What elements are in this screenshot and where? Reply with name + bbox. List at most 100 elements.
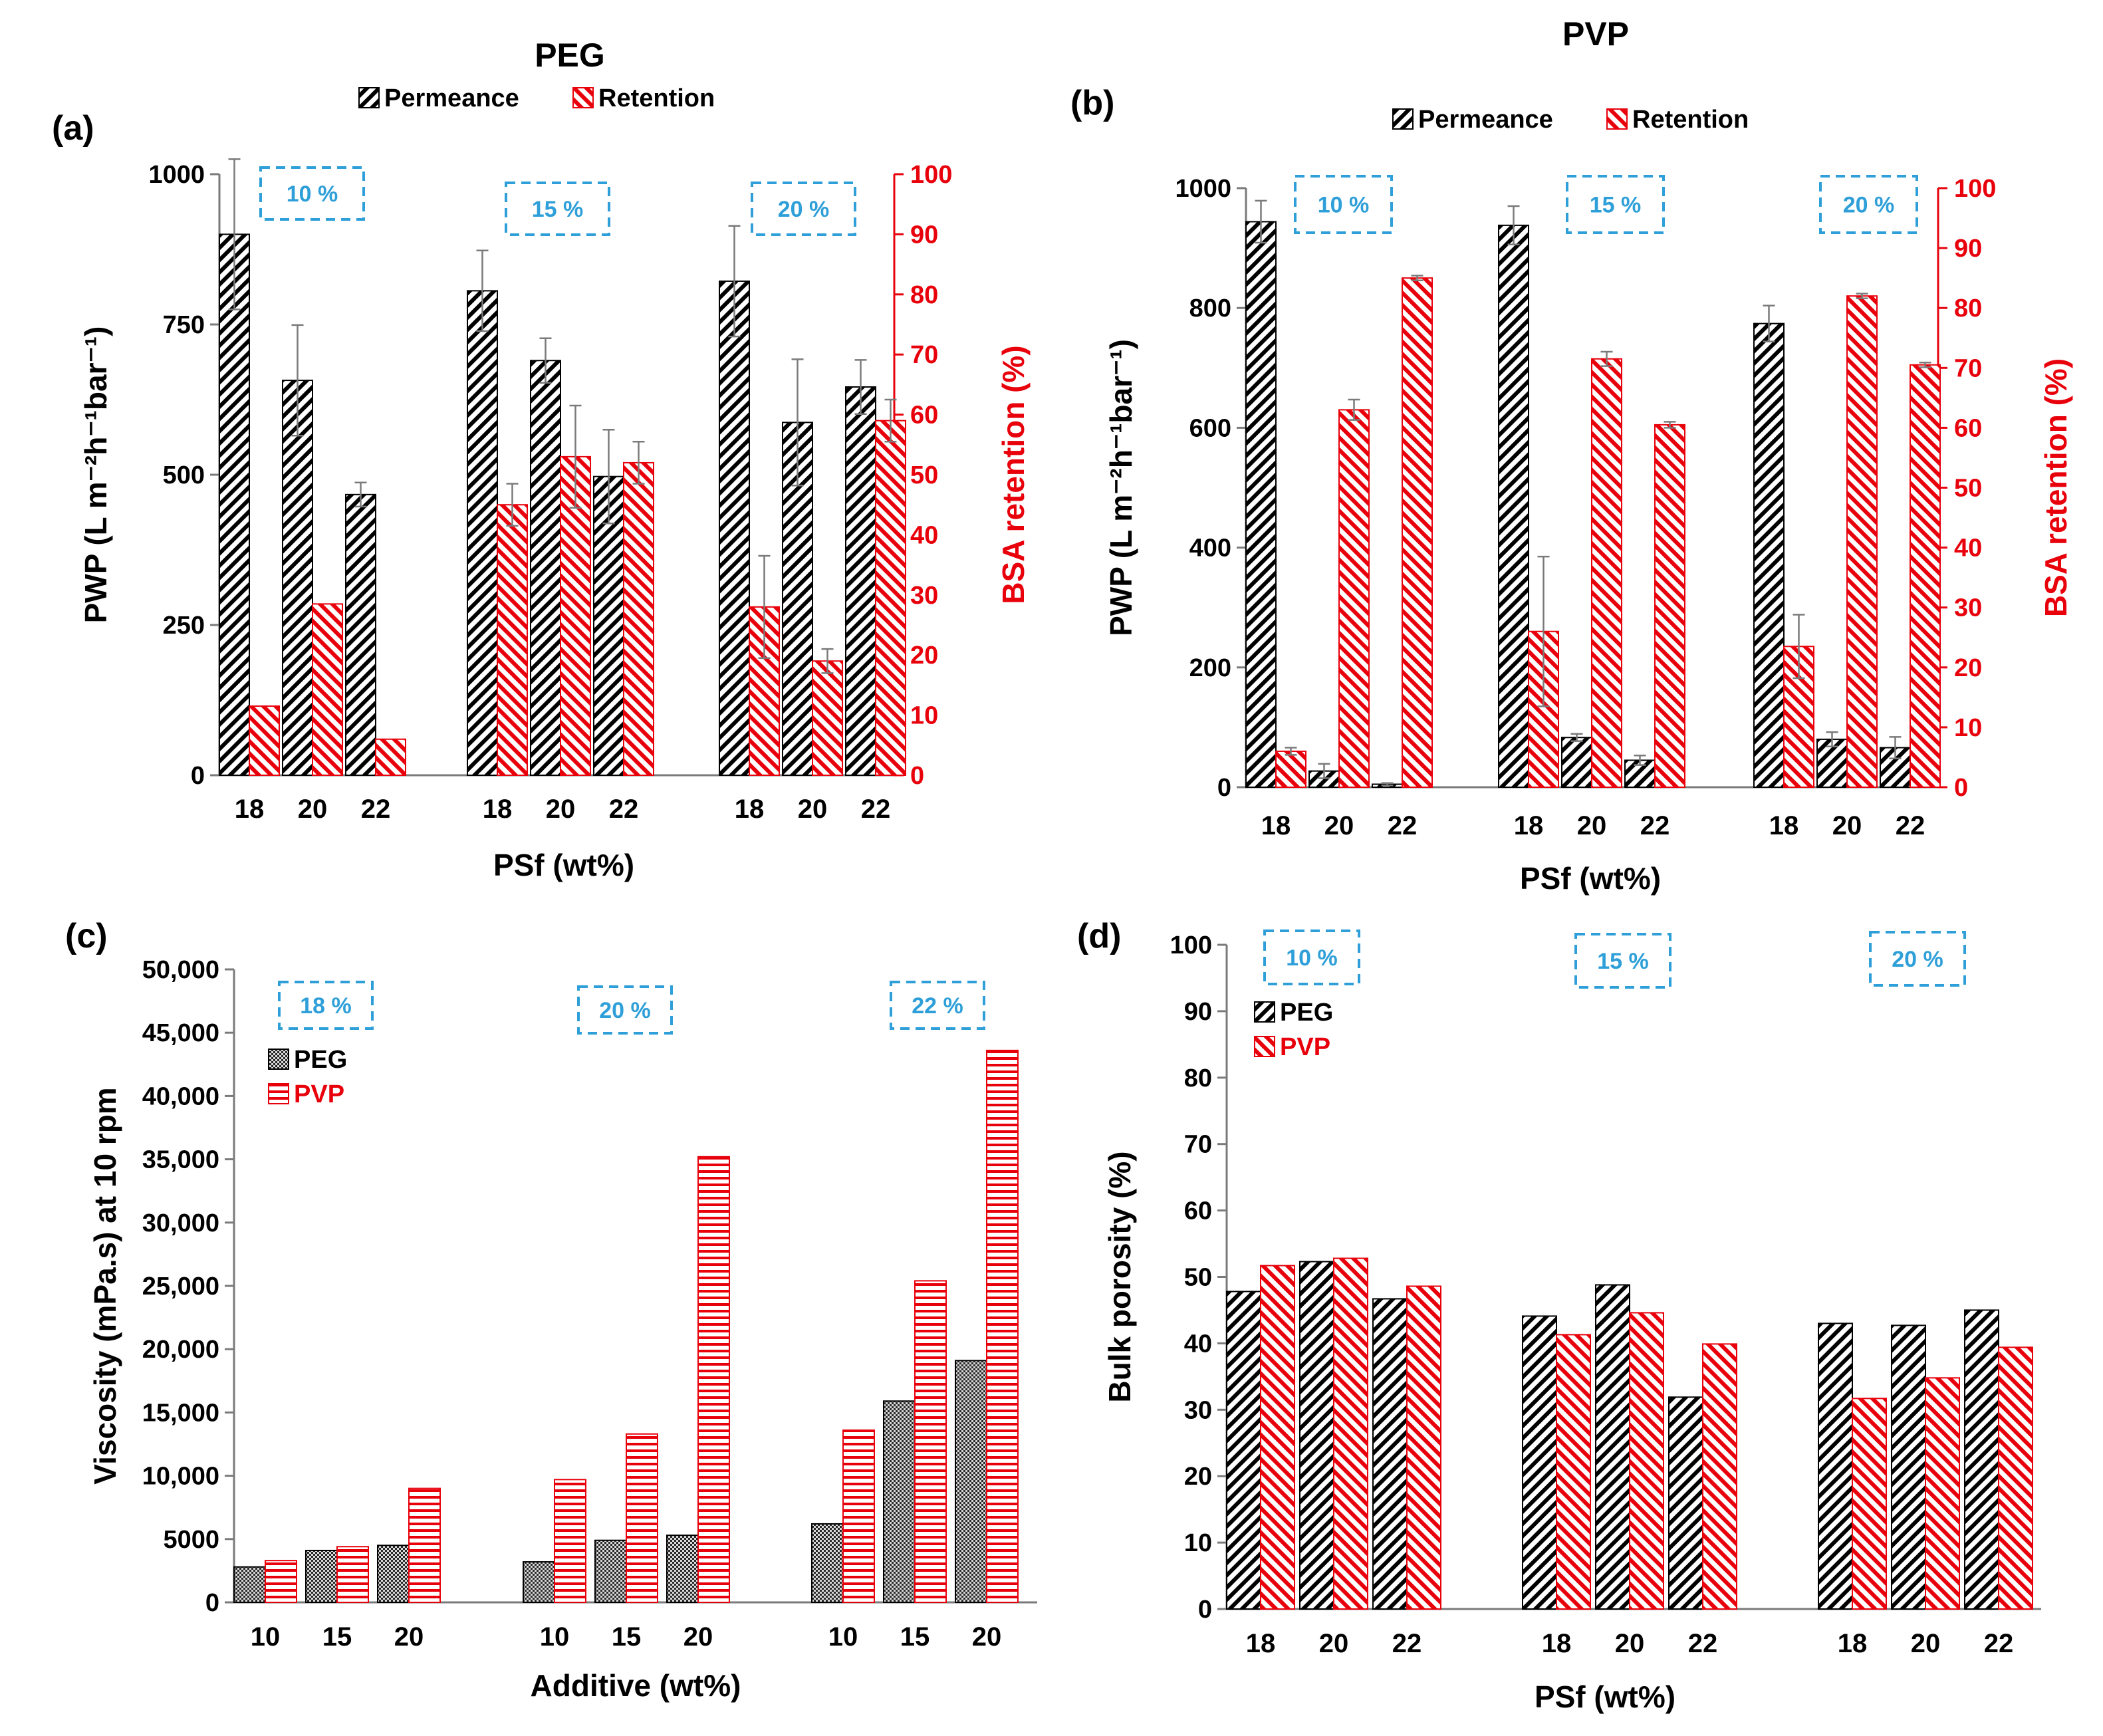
y-tick-label: 0 (205, 1589, 219, 1617)
legend-label-permeance: Permeance (384, 84, 519, 112)
bar-pvp (1333, 1257, 1368, 1610)
y2-tick-label: 100 (910, 161, 952, 189)
bar-retention (1846, 295, 1878, 788)
x-tick-label: 22 (609, 795, 639, 824)
group-label-box (577, 985, 673, 1035)
bar-permeance (1498, 224, 1529, 788)
chart-panel-4: (d) 0 10 20 30 40 50 60 70 80 90 100 Bulk porosity (… (1077, 917, 2041, 1714)
y-axis-title: PWP (L m⁻²h⁻¹bar⁻¹) (1104, 339, 1138, 636)
bar-permeance (1753, 322, 1785, 789)
bar-pvp (1260, 1265, 1295, 1610)
bar-peg (883, 1400, 916, 1603)
bar-permeance (719, 280, 750, 776)
bar-retention (623, 461, 654, 776)
y-tick-label: 35,000 (142, 1146, 219, 1174)
x-tick-label: 10 (540, 1622, 570, 1652)
bar-pvp (986, 1049, 1019, 1603)
bar-pvp (1852, 1398, 1887, 1610)
y2-tick-label: 20 (910, 642, 938, 670)
y-tick-label: 400 (1189, 535, 1231, 562)
bar-peg (955, 1360, 987, 1604)
bar-retention (1910, 364, 1941, 788)
x-tick-label: 22 (1984, 1629, 2014, 1658)
bar-retention (875, 420, 906, 776)
group-label: 20 % (1892, 947, 1943, 972)
y-tick-label: 20 (1184, 1463, 1212, 1491)
panel-label: (a) (52, 109, 94, 148)
bar-peg (1891, 1324, 1926, 1610)
y-tick-label: 100 (1170, 931, 1212, 959)
legend-swatch-peg (1254, 1001, 1275, 1023)
y-tick-label: 1000 (1175, 175, 1231, 203)
x-tick-label: 22 (1896, 811, 1925, 840)
bar-permeance (345, 493, 376, 776)
legend-label-retention: Retention (1632, 106, 1749, 134)
group-label-box (1819, 175, 1918, 234)
bar-peg (305, 1549, 338, 1604)
y-tick-label: 1000 (148, 161, 205, 189)
y2-tick-label: 80 (910, 281, 938, 309)
x-tick-label: 20 (1577, 811, 1607, 840)
group-label: 10 % (1318, 193, 1370, 218)
x-tick-label: 15 (612, 1622, 642, 1652)
x-tick-label: 10 (828, 1622, 858, 1652)
chart-panel-3: (c) 0 5000 10,000 15,000 20,000 25,000 30,000 35… (65, 917, 1037, 1703)
x-tick-label: 20 (798, 795, 828, 824)
x-axis-title: PSf (wt%) (493, 848, 634, 882)
x-tick-label: 20 (1911, 1629, 1941, 1658)
group-label: 10 % (287, 182, 338, 207)
bar-peg (523, 1561, 555, 1604)
group-label: 10 % (1286, 945, 1338, 971)
y-tick-label: 500 (163, 461, 205, 489)
y-tick-label: 40,000 (142, 1082, 219, 1110)
y2-tick-label: 60 (910, 402, 938, 430)
bar-permeance (467, 290, 498, 777)
x-tick-label: 18 (1514, 811, 1544, 840)
bar-peg (377, 1545, 410, 1604)
chart-title: PVP (1562, 15, 1629, 53)
x-tick-label: 20 (394, 1622, 424, 1652)
x-tick-label: 18 (1769, 811, 1799, 840)
y2-tick-label: 0 (1954, 774, 1968, 802)
bar-peg (1668, 1396, 1703, 1610)
y-tick-label: 80 (1184, 1064, 1212, 1092)
bar-pvp (554, 1479, 586, 1604)
group-label: 20 % (1843, 193, 1895, 218)
x-tick-label: 18 (1838, 1629, 1868, 1658)
bar-peg (1522, 1315, 1557, 1610)
y2-tick-label: 10 (910, 702, 938, 730)
chart-title: PEG (535, 37, 605, 74)
y-axis-title: Bulk porosity (%) (1102, 1151, 1137, 1402)
x-tick-label: 20 (1319, 1629, 1349, 1658)
x-tick-label: 18 (1542, 1629, 1572, 1658)
group-label-box (259, 166, 365, 221)
y-axis-title: Viscosity (mPa.s) at 10 rpm (88, 1087, 122, 1484)
y2-tick-label: 70 (1954, 354, 1982, 382)
y-tick-label: 70 (1184, 1131, 1212, 1159)
y-tick-label: 50,000 (142, 956, 219, 984)
bar-permeance (530, 360, 561, 776)
group-label: 20 % (599, 998, 651, 1023)
y-tick-label: 90 (1184, 998, 1212, 1026)
bar-pvp (626, 1433, 658, 1604)
x-tick-label: 20 (546, 795, 576, 824)
group-label: 18 % (300, 993, 352, 1019)
legend-label-permeance: Permeance (1418, 106, 1553, 134)
y-tick-label: 10 (1184, 1529, 1212, 1557)
legend-label-peg: PEG (1280, 999, 1333, 1027)
group-label-box (751, 182, 856, 236)
bar-retention (249, 705, 280, 777)
y-tick-label: 50 (1184, 1264, 1212, 1292)
group-label-box (1869, 931, 1966, 987)
y2-tick-label: 60 (1954, 414, 1982, 442)
bar-permeance (219, 233, 250, 776)
legend-swatch-pvp (1254, 1036, 1275, 1057)
x-tick-label: 22 (1640, 811, 1670, 840)
group-label-box (278, 981, 374, 1030)
y2-tick-label: 100 (1954, 175, 1996, 203)
y2-axis-title: BSA retention (%) (996, 345, 1031, 604)
legend-swatch-retention (1606, 108, 1628, 130)
y-tick-label: 25,000 (142, 1273, 219, 1301)
group-label-box (890, 981, 985, 1030)
y2-tick-label: 30 (910, 582, 938, 610)
